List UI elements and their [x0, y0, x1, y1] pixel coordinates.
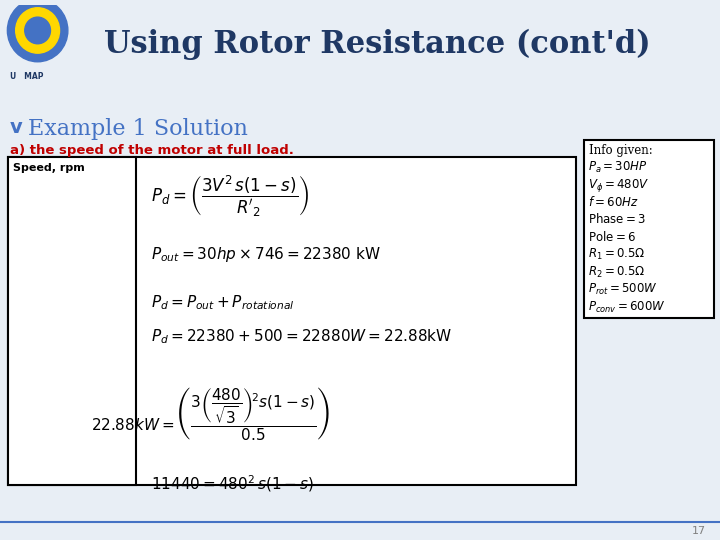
Text: a) the speed of the motor at full load.: a) the speed of the motor at full load.: [10, 144, 294, 157]
Text: $P_{rot} = 500W$: $P_{rot} = 500W$: [588, 282, 658, 298]
Text: Info given:: Info given:: [589, 144, 653, 157]
Text: $R_1 = 0.5\Omega$: $R_1 = 0.5\Omega$: [588, 247, 646, 262]
Text: $P_d = P_{out} + P_{rotational}$: $P_d = P_{out} + P_{rotational}$: [151, 293, 294, 312]
Circle shape: [16, 8, 60, 53]
Text: $f = 60Hz$: $f = 60Hz$: [588, 195, 639, 209]
Text: v: v: [10, 118, 23, 137]
Text: $P_d = \left(\dfrac{3V^2\,s\left(1-s\right)}{R'_2}\right)$: $P_d = \left(\dfrac{3V^2\,s\left(1-s\rig…: [151, 173, 309, 218]
Text: Speed, rpm: Speed, rpm: [13, 163, 85, 173]
Text: $11440 = 480^2\,s\left(1-s\right)$: $11440 = 480^2\,s\left(1-s\right)$: [151, 473, 314, 494]
Bar: [8, 157, 136, 485]
Text: $\mathrm{Phase} = 3$: $\mathrm{Phase} = 3$: [588, 212, 646, 226]
Circle shape: [7, 0, 68, 62]
Text: $22.88kW = \left(\dfrac{3\left(\dfrac{480}{\sqrt{3}}\right)^{\!2} s\left(1-s\rig: $22.88kW = \left(\dfrac{3\left(\dfrac{48…: [91, 385, 330, 442]
Text: 17: 17: [692, 526, 706, 536]
Bar: [584, 140, 714, 318]
Text: Using Rotor Resistance (cont'd): Using Rotor Resistance (cont'd): [104, 29, 651, 60]
Text: U   MAP: U MAP: [9, 72, 43, 81]
Text: Example 1 Solution: Example 1 Solution: [28, 118, 248, 140]
Text: $P_a = 30HP$: $P_a = 30HP$: [588, 160, 648, 175]
Circle shape: [24, 17, 50, 44]
Bar: [8, 157, 576, 485]
Text: $V_\phi = 480V$: $V_\phi = 480V$: [588, 177, 649, 194]
Text: $P_{out} = 30hp \times 746 = 22380\ \mathrm{kW}$: $P_{out} = 30hp \times 746 = 22380\ \mat…: [151, 245, 381, 264]
Text: $\mathrm{Pole} = 6$: $\mathrm{Pole} = 6$: [588, 230, 636, 244]
Text: $R_2 = 0.5\Omega$: $R_2 = 0.5\Omega$: [588, 265, 646, 280]
Text: $P_{conv} = 600W$: $P_{conv} = 600W$: [588, 300, 666, 315]
Text: $P_d = 22380 + 500 = 22880W = 22.88\mathrm{kW}$: $P_d = 22380 + 500 = 22880W = 22.88\math…: [151, 327, 452, 346]
